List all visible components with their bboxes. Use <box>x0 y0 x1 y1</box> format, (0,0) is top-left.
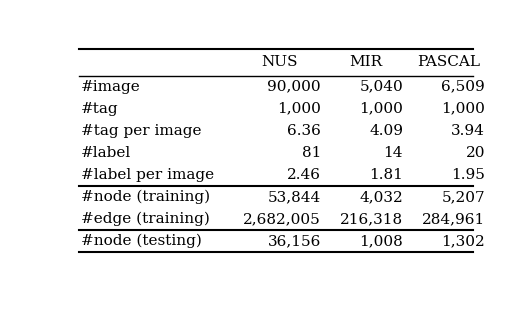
Text: #edge (training): #edge (training) <box>81 212 209 226</box>
Text: 216,318: 216,318 <box>340 212 403 226</box>
Text: MIR: MIR <box>350 55 383 69</box>
Text: #node (training): #node (training) <box>81 190 210 204</box>
Text: 20: 20 <box>466 146 485 160</box>
Text: 5,040: 5,040 <box>359 80 403 94</box>
Text: 53,844: 53,844 <box>268 190 321 204</box>
Text: 1,008: 1,008 <box>359 234 403 248</box>
Text: 4.09: 4.09 <box>369 124 403 138</box>
Text: #tag: #tag <box>81 102 118 116</box>
Text: 6.36: 6.36 <box>287 124 321 138</box>
Text: #tag per image: #tag per image <box>81 124 201 138</box>
Text: 2.46: 2.46 <box>287 168 321 182</box>
Text: 81: 81 <box>302 146 321 160</box>
Text: 1,000: 1,000 <box>277 102 321 116</box>
Text: 6,509: 6,509 <box>441 80 485 94</box>
Text: 2,682,005: 2,682,005 <box>243 212 321 226</box>
Text: NUS: NUS <box>262 55 298 69</box>
Text: 284,961: 284,961 <box>422 212 485 226</box>
Text: #image: #image <box>81 80 140 94</box>
Text: 1.81: 1.81 <box>369 168 403 182</box>
Text: 1.95: 1.95 <box>452 168 485 182</box>
Text: 1,302: 1,302 <box>441 234 485 248</box>
Text: 14: 14 <box>384 146 403 160</box>
Text: 3.94: 3.94 <box>452 124 485 138</box>
Text: 1,000: 1,000 <box>359 102 403 116</box>
Text: #label: #label <box>81 146 131 160</box>
Text: 5,207: 5,207 <box>441 190 485 204</box>
Text: 36,156: 36,156 <box>268 234 321 248</box>
Text: PASCAL: PASCAL <box>417 55 480 69</box>
Text: #node (testing): #node (testing) <box>81 234 201 248</box>
Text: 4,032: 4,032 <box>359 190 403 204</box>
Text: 1,000: 1,000 <box>441 102 485 116</box>
Text: #label per image: #label per image <box>81 168 214 182</box>
Text: 90,000: 90,000 <box>267 80 321 94</box>
